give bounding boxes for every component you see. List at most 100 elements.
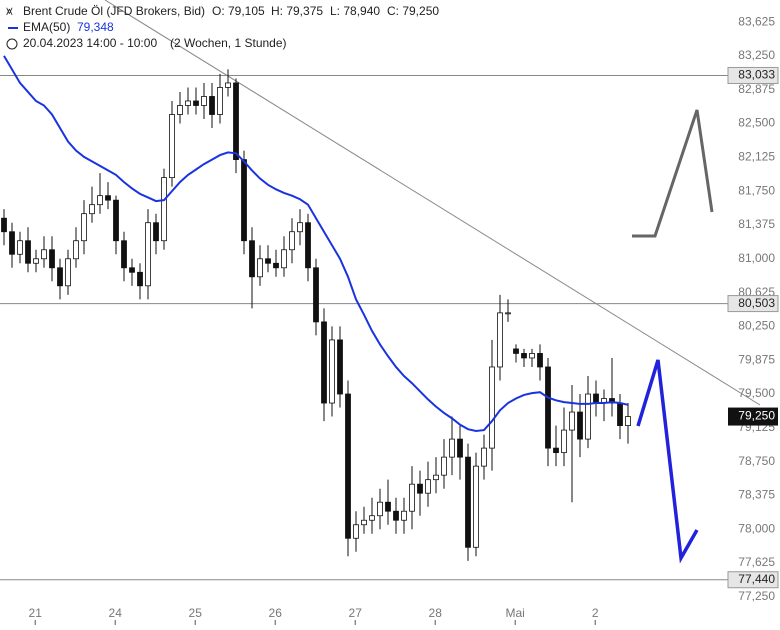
- candle-body: [313, 267, 319, 323]
- y-tick-label: 77,625: [738, 555, 775, 569]
- x-tick-label: 28: [429, 606, 443, 620]
- candle-body: [529, 353, 535, 359]
- y-tick-label: 81,375: [738, 217, 775, 231]
- y-tick-label: 80,250: [738, 319, 775, 333]
- candle-body: [329, 339, 335, 404]
- candle-body: [97, 195, 103, 206]
- y-tick-label: 83,250: [738, 48, 775, 62]
- candle-body: [321, 321, 327, 404]
- candle-body: [305, 222, 311, 269]
- candle-body: [337, 339, 343, 395]
- candle-body: [145, 222, 151, 287]
- candle-body: [281, 249, 287, 269]
- y-tick-label: 79,500: [738, 386, 775, 400]
- y-tick-label: 77,250: [738, 589, 775, 603]
- y-tick-label: 78,000: [738, 521, 775, 535]
- quote-high: H: 79,375: [271, 4, 323, 18]
- candle-body: [41, 249, 47, 260]
- candle-body: [233, 82, 239, 160]
- candle-body: [257, 258, 263, 278]
- candle-body: [153, 222, 159, 242]
- x-tick-label: 27: [349, 606, 363, 620]
- candle-body: [385, 501, 391, 512]
- interval: (2 Wochen, 1 Stunde): [170, 36, 287, 50]
- candle-body: [457, 438, 463, 458]
- x-tick-label: 26: [269, 606, 283, 620]
- candle-body: [113, 199, 119, 242]
- y-tick-label: 82,125: [738, 150, 775, 164]
- candle-body: [73, 240, 79, 260]
- candle-body: [65, 258, 71, 287]
- ema-name: EMA(50): [23, 20, 70, 34]
- candle-body: [521, 353, 527, 359]
- candle-body: [537, 353, 543, 368]
- candle-body: [377, 501, 383, 517]
- candle-body: [121, 240, 127, 269]
- candle-body: [449, 438, 455, 458]
- candle-body: [241, 159, 247, 242]
- candle-body: [49, 249, 55, 269]
- candle-body: [161, 177, 167, 242]
- quote-close: C: 79,250: [387, 4, 439, 18]
- candle-body: [25, 240, 31, 264]
- candle-body: [441, 456, 447, 476]
- candle-body: [577, 411, 583, 440]
- y-tick-label: 79,875: [738, 352, 775, 366]
- candle-body: [625, 416, 631, 426]
- chart-title: Brent Crude Öl (JFD Brokers, Bid): [23, 4, 205, 18]
- candle-body: [289, 231, 295, 251]
- scenario-down-arrow: [636, 359, 699, 564]
- candle-body: [297, 222, 303, 233]
- candle-body: [425, 479, 431, 494]
- candle-body: [497, 312, 503, 368]
- ema-value: 79,348: [77, 20, 114, 34]
- y-axis: 83,625 83,250 82,875 82,500 82,125 81,750 81,3…: [29, 14, 779, 625]
- candle-body: [17, 240, 23, 255]
- x-tick-label: 25: [189, 606, 203, 620]
- quote-low: L: 78,940: [330, 4, 380, 18]
- y-tick-label: 81,000: [738, 251, 775, 265]
- trend-line: [104, 0, 761, 406]
- x-tick-label: 21: [29, 606, 43, 620]
- candle-body: [1, 217, 7, 233]
- x-tick-label: Mai: [506, 606, 525, 620]
- candle-body: [545, 366, 551, 449]
- candle-body: [433, 474, 439, 481]
- candle-body: [473, 465, 479, 548]
- x-tick-label: 2: [592, 606, 599, 620]
- y-tick-label: 83,625: [738, 14, 775, 28]
- level-label: 80,503: [738, 296, 775, 310]
- candle-body: [361, 519, 367, 526]
- candle-body: [185, 100, 191, 106]
- plot: [1, 55, 631, 561]
- candle-body: [273, 262, 279, 269]
- period: 20.04.2023 14:00 - 10:00: [23, 36, 157, 50]
- last-price-box: [728, 407, 778, 426]
- y-tick-label: 82,500: [738, 116, 775, 130]
- x-tick-label: 24: [109, 606, 123, 620]
- candle-body: [57, 267, 63, 287]
- candle-body: [353, 524, 359, 539]
- candle-body: [193, 100, 199, 106]
- candle-body: [585, 393, 591, 440]
- candle-body: [553, 447, 559, 454]
- scenario-up-arrow: [632, 109, 714, 238]
- candle-body: [169, 114, 175, 179]
- level-label: 77,440: [738, 572, 775, 586]
- grid: [0, 74, 728, 581]
- quote-open: O: 79,105: [212, 4, 265, 18]
- candle-body: [617, 402, 623, 426]
- candle-body: [369, 515, 375, 521]
- candle-body: [569, 411, 575, 431]
- candle-body: [505, 312, 511, 315]
- y-tick-label: 82,875: [738, 82, 775, 96]
- candle-body: [9, 231, 15, 255]
- candle-body: [481, 447, 487, 467]
- candle-body: [561, 429, 567, 454]
- candle-body: [401, 510, 407, 521]
- level-label: 83,033: [738, 68, 775, 82]
- y-tick-label: 78,750: [738, 454, 775, 468]
- last-price-label: 79,250: [738, 409, 775, 423]
